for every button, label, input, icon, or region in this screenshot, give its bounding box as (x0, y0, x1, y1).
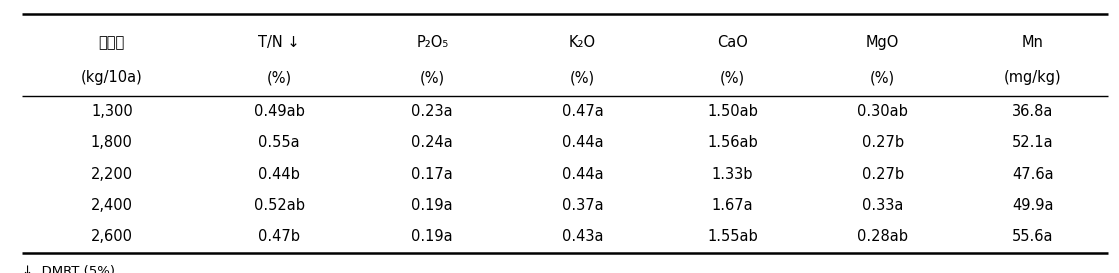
Text: 0.28ab: 0.28ab (857, 229, 909, 244)
Text: 36.8a: 36.8a (1012, 104, 1053, 119)
Text: (%): (%) (570, 70, 595, 85)
Text: K₂O: K₂O (568, 35, 596, 50)
Text: (%): (%) (266, 70, 292, 85)
Text: 1.67a: 1.67a (712, 198, 753, 213)
Text: 2,600: 2,600 (91, 229, 133, 244)
Text: 0.55a: 0.55a (258, 135, 300, 150)
Text: 1.56ab: 1.56ab (707, 135, 758, 150)
Text: MgO: MgO (866, 35, 900, 50)
Text: 0.43a: 0.43a (562, 229, 603, 244)
Text: 1.50ab: 1.50ab (707, 104, 758, 119)
Text: T/N ↓: T/N ↓ (258, 35, 300, 50)
Text: (%): (%) (871, 70, 895, 85)
Text: 2,200: 2,200 (91, 167, 133, 182)
Text: 0.33a: 0.33a (862, 198, 903, 213)
Text: 0.47a: 0.47a (562, 104, 603, 119)
Text: 0.17a: 0.17a (412, 167, 453, 182)
Text: 1,300: 1,300 (91, 104, 133, 119)
Text: (kg/10a): (kg/10a) (81, 70, 143, 85)
Text: CaO: CaO (717, 35, 747, 50)
Text: 착과량: 착과량 (98, 35, 125, 50)
Text: P₂O₅: P₂O₅ (416, 35, 449, 50)
Text: (mg/kg): (mg/kg) (1004, 70, 1062, 85)
Text: 0.23a: 0.23a (412, 104, 453, 119)
Text: 0.44a: 0.44a (562, 135, 603, 150)
Text: 52.1a: 52.1a (1012, 135, 1054, 150)
Text: 2,400: 2,400 (91, 198, 133, 213)
Text: 0.49ab: 0.49ab (254, 104, 304, 119)
Text: 0.24a: 0.24a (412, 135, 453, 150)
Text: 47.6a: 47.6a (1012, 167, 1054, 182)
Text: 1,800: 1,800 (91, 135, 133, 150)
Text: 49.9a: 49.9a (1012, 198, 1053, 213)
Text: 0.19a: 0.19a (412, 198, 453, 213)
Text: 0.27b: 0.27b (862, 167, 904, 182)
Text: 0.47b: 0.47b (258, 229, 300, 244)
Text: ↓  DMRT (5%): ↓ DMRT (5%) (22, 265, 115, 273)
Text: 0.52ab: 0.52ab (254, 198, 304, 213)
Text: (%): (%) (420, 70, 445, 85)
Text: 0.27b: 0.27b (862, 135, 904, 150)
Text: 0.19a: 0.19a (412, 229, 453, 244)
Text: 55.6a: 55.6a (1012, 229, 1053, 244)
Text: (%): (%) (720, 70, 745, 85)
Text: 1.55ab: 1.55ab (707, 229, 758, 244)
Text: 0.44b: 0.44b (258, 167, 300, 182)
Text: 0.37a: 0.37a (562, 198, 603, 213)
Text: 1.33b: 1.33b (712, 167, 753, 182)
Text: 0.30ab: 0.30ab (857, 104, 909, 119)
Text: Mn: Mn (1022, 35, 1044, 50)
Text: 0.44a: 0.44a (562, 167, 603, 182)
